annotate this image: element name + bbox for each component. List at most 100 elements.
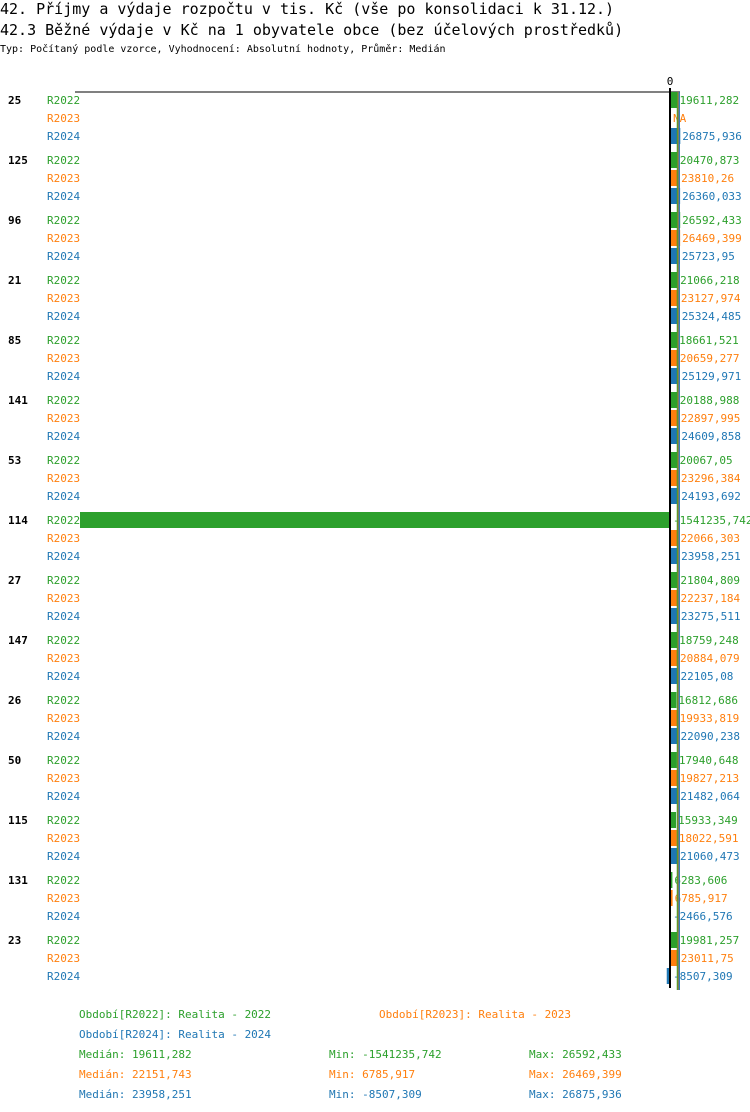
series-label: R2022 [47,274,80,287]
bar-r2023 [670,410,679,426]
group-label: 23 [8,934,21,947]
median-r2023: Medián: 22151,743 [79,1068,192,1081]
bar-r2022 [670,92,678,108]
series-label: R2024 [47,310,80,323]
group-label: 131 [8,874,28,887]
value-label: 22105,08 [680,670,733,683]
series-label: R2023 [47,232,80,245]
value-label: 23275,511 [681,610,741,623]
series-label: R2023 [47,832,80,845]
value-label: 18022,591 [679,832,739,845]
series-label: R2024 [47,490,80,503]
value-label: 22237,184 [681,592,741,605]
value-label: 22066,303 [680,532,740,545]
group-label: 147 [8,634,28,647]
value-label: 17940,648 [679,754,739,767]
value-label: 6283,606 [674,874,727,887]
series-label: R2022 [47,454,80,467]
series-label: R2024 [47,970,80,983]
median-r2024: Medián: 23958,251 [79,1088,192,1101]
series-label: R2024 [47,790,80,803]
value-label: 19933,819 [680,712,740,725]
series-label: R2023 [47,472,80,485]
group-label: 115 [8,814,28,827]
series-label: R2022 [47,934,80,947]
series-label: R2023 [47,412,80,425]
value-label: 21482,064 [680,790,740,803]
value-label: 23127,974 [681,292,741,305]
series-label: R2022 [47,754,80,767]
max-r2022: Max: 26592,433 [529,1048,622,1061]
value-label: 18759,248 [679,634,739,647]
zero-tick-label: 0 [667,75,674,88]
legend-period-r2022: Období[R2022]: Realita - 2022 [79,1008,272,1021]
bar-r2023 [670,650,678,666]
bar-r2023 [670,530,679,546]
legend-period-r2024: Období[R2024]: Realita - 2024 [79,1028,272,1041]
series-label: R2022 [47,634,80,647]
value-label: 21060,473 [680,850,740,863]
value-label: 23810,26 [681,172,734,185]
value-label: 22897,995 [681,412,741,425]
bar-r2024 [670,848,679,864]
bar-r2024 [670,548,680,564]
value-label: 20470,873 [680,154,740,167]
group-label: 96 [8,214,22,227]
bar-r2024 [670,368,680,384]
series-label: R2024 [47,910,80,923]
bar-r2023 [670,830,677,846]
bar-r2022 [670,632,678,648]
series-label: R2023 [47,172,80,185]
bar-r2024 [670,668,679,684]
min-r2023: Min: 6785,917 [329,1068,416,1081]
bar-r2023 [670,590,679,606]
bar-r2022 [670,572,679,588]
min-r2022: Min: -1541235,742 [329,1048,442,1061]
bar-r2024 [670,188,681,204]
series-label: R2022 [47,94,80,107]
bar-r2022 [670,932,678,948]
group-label: 25 [8,94,21,107]
series-label: R2023 [47,772,80,785]
value-label: 20884,079 [680,652,740,665]
value-label: 24609,858 [681,430,741,443]
value-label: 20659,277 [680,352,740,365]
value-label: 23011,75 [681,952,734,965]
series-label: R2022 [47,334,80,347]
bar-r2024 [670,308,680,324]
bar-r2023 [670,230,681,246]
group-label: 53 [8,454,21,467]
value-label: 19827,213 [680,772,740,785]
bar-r2023 [670,950,679,966]
page-title: 42. Příjmy a výdaje rozpočtu v tis. Kč (… [0,0,615,18]
value-label: 25723,95 [682,250,735,263]
series-label: R2023 [47,652,80,665]
series-label: R2022 [47,394,80,407]
series-label: R2024 [47,430,80,443]
bar-r2022 [670,452,678,468]
group-label: 114 [8,514,28,527]
value-label: 25324,485 [682,310,742,323]
group-label: 26 [8,694,22,707]
bar-r2024 [670,128,681,144]
bar-r2022 [670,212,681,228]
series-label: R2023 [47,292,80,305]
series-label: R2023 [47,712,80,725]
series-label: R2024 [47,190,80,203]
value-label: 24193,692 [681,490,741,503]
value-label: 26360,033 [682,190,742,203]
series-label: R2024 [47,370,80,383]
bar-r2024 [670,428,680,444]
value-label: 15933,349 [678,814,738,827]
value-label: 19981,257 [680,934,740,947]
value-label: 19611,282 [680,94,740,107]
bar-r2023 [670,470,679,486]
value-label: -8507,309 [673,970,733,983]
series-label: R2023 [47,952,80,965]
value-label: 16812,686 [678,694,738,707]
series-label: R2024 [47,850,80,863]
value-label: 26592,433 [682,214,742,227]
value-label: 26875,936 [682,130,742,143]
series-label: R2024 [47,670,80,683]
series-label: R2022 [47,814,80,827]
